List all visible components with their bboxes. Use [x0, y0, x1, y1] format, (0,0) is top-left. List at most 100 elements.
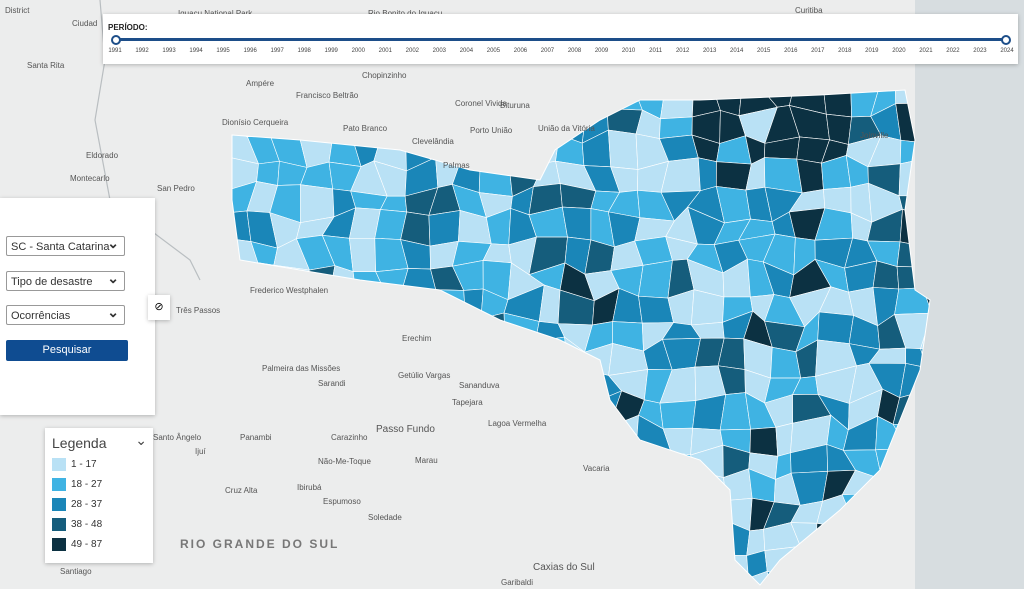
municipality[interactable]: [358, 520, 382, 559]
municipality[interactable]: [542, 440, 556, 482]
municipality[interactable]: [373, 520, 407, 559]
municipality[interactable]: [440, 495, 460, 531]
municipality[interactable]: [403, 528, 441, 558]
municipality[interactable]: [607, 545, 650, 579]
municipality[interactable]: [664, 521, 698, 553]
municipality[interactable]: [481, 518, 516, 561]
municipality[interactable]: [434, 528, 460, 555]
state-select[interactable]: SC - Santa Catarina: [6, 233, 125, 256]
municipality[interactable]: [374, 341, 410, 375]
municipality[interactable]: [749, 426, 779, 457]
municipality[interactable]: [869, 475, 908, 496]
measure-select[interactable]: Ocorrências: [6, 302, 125, 325]
municipality[interactable]: [640, 470, 675, 507]
municipality[interactable]: [269, 313, 298, 351]
municipality[interactable]: [766, 570, 803, 589]
municipality[interactable]: [351, 365, 378, 399]
municipality[interactable]: [246, 546, 281, 583]
municipality[interactable]: [410, 415, 434, 456]
municipality[interactable]: [815, 547, 857, 587]
municipality[interactable]: [606, 531, 650, 554]
end-handle[interactable]: [1001, 35, 1011, 45]
municipality[interactable]: [454, 518, 491, 561]
municipality[interactable]: [688, 551, 717, 583]
municipality[interactable]: [462, 318, 482, 343]
municipality[interactable]: [222, 396, 253, 431]
municipality[interactable]: [479, 140, 509, 164]
municipality[interactable]: [428, 475, 465, 498]
municipality[interactable]: [561, 574, 587, 589]
municipality[interactable]: [841, 493, 878, 532]
municipality[interactable]: [268, 424, 307, 447]
start-handle[interactable]: [111, 35, 121, 45]
municipality[interactable]: [218, 444, 246, 481]
municipality[interactable]: [456, 571, 482, 589]
municipality[interactable]: [608, 129, 639, 170]
municipality[interactable]: [434, 289, 466, 320]
search-button[interactable]: Pesquisar: [6, 340, 128, 361]
municipality[interactable]: [433, 312, 466, 346]
municipality[interactable]: [608, 575, 645, 589]
municipality[interactable]: [402, 268, 437, 291]
municipality[interactable]: [764, 157, 803, 194]
municipality[interactable]: [294, 396, 326, 426]
municipality[interactable]: [433, 342, 464, 376]
municipality[interactable]: [536, 365, 569, 406]
municipality[interactable]: [243, 446, 272, 477]
municipality[interactable]: [452, 495, 491, 531]
municipality[interactable]: [398, 477, 442, 502]
municipality[interactable]: [584, 424, 610, 454]
municipality[interactable]: [644, 547, 666, 577]
municipality[interactable]: [531, 500, 570, 529]
municipality[interactable]: [278, 493, 305, 526]
municipality[interactable]: [273, 389, 308, 426]
municipality[interactable]: [775, 422, 794, 457]
municipality[interactable]: [480, 312, 506, 341]
municipality[interactable]: [452, 427, 494, 451]
municipality[interactable]: [222, 374, 253, 400]
municipality[interactable]: [325, 296, 357, 321]
municipality[interactable]: [307, 573, 337, 589]
municipality[interactable]: [450, 102, 487, 142]
municipality[interactable]: [376, 78, 414, 119]
municipality[interactable]: [478, 468, 512, 497]
municipality[interactable]: [815, 522, 858, 560]
municipality[interactable]: [244, 389, 283, 426]
municipality[interactable]: [643, 575, 670, 589]
municipality[interactable]: [662, 427, 693, 456]
municipality[interactable]: [530, 522, 570, 560]
municipality[interactable]: [353, 572, 389, 589]
municipality[interactable]: [507, 108, 541, 145]
municipality[interactable]: [507, 493, 543, 529]
municipality[interactable]: [664, 496, 698, 530]
municipality[interactable]: [321, 551, 362, 584]
municipality[interactable]: [509, 365, 539, 402]
municipality[interactable]: [377, 446, 411, 479]
municipality[interactable]: [875, 448, 908, 480]
municipality[interactable]: [425, 571, 464, 589]
municipality[interactable]: [490, 427, 519, 451]
municipality[interactable]: [583, 577, 619, 589]
municipality[interactable]: [372, 469, 402, 502]
municipality[interactable]: [243, 578, 286, 589]
municipality[interactable]: [580, 528, 621, 549]
municipality[interactable]: [429, 450, 465, 481]
municipality[interactable]: [398, 573, 429, 589]
municipality[interactable]: [225, 338, 255, 379]
municipality[interactable]: [672, 470, 696, 498]
municipality[interactable]: [716, 161, 752, 191]
municipality[interactable]: [692, 575, 717, 589]
municipality[interactable]: [357, 392, 386, 424]
municipality[interactable]: [492, 447, 519, 482]
municipality[interactable]: [505, 525, 543, 560]
municipality[interactable]: [400, 497, 441, 532]
municipality[interactable]: [461, 338, 492, 372]
municipality[interactable]: [583, 504, 620, 535]
municipality[interactable]: [507, 138, 545, 164]
municipality[interactable]: [324, 469, 363, 498]
municipality[interactable]: [856, 529, 878, 549]
municipality[interactable]: [406, 80, 441, 119]
municipality[interactable]: [268, 573, 311, 589]
municipality[interactable]: [268, 440, 307, 477]
municipality[interactable]: [633, 528, 666, 554]
